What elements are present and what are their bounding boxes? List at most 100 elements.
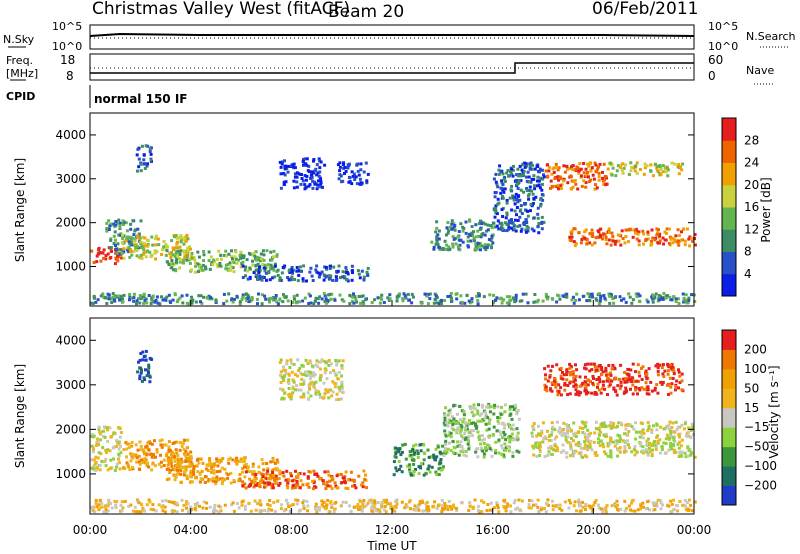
data-cell xyxy=(656,169,660,173)
data-cell xyxy=(350,170,354,174)
data-cell xyxy=(91,509,95,513)
data-cell xyxy=(669,441,673,445)
data-cell xyxy=(623,444,627,448)
data-cell xyxy=(175,254,179,258)
data-cell xyxy=(171,262,175,266)
data-cell xyxy=(588,443,592,447)
data-cell xyxy=(316,171,320,175)
data-cell xyxy=(115,500,118,504)
data-cell xyxy=(499,186,503,190)
data-cell xyxy=(419,449,423,453)
data-cell xyxy=(180,460,184,464)
data-cell xyxy=(458,432,462,436)
data-cell xyxy=(425,294,429,298)
data-cell xyxy=(599,366,603,369)
data-cell xyxy=(171,510,175,514)
data-cell xyxy=(293,483,297,487)
data-cell xyxy=(282,509,286,513)
data-cell xyxy=(311,186,315,190)
data-cell xyxy=(294,498,298,502)
data-cell xyxy=(618,378,622,381)
data-cell xyxy=(513,209,517,213)
data-cell xyxy=(508,196,512,200)
data-cell xyxy=(557,166,561,170)
data-cell xyxy=(330,487,334,491)
data-cell xyxy=(254,477,258,480)
data-cell xyxy=(550,430,554,434)
data-cell xyxy=(188,455,192,459)
data-cell xyxy=(103,435,107,439)
data-cell xyxy=(687,430,691,434)
data-cell xyxy=(139,254,143,257)
data-cell xyxy=(653,386,657,390)
data-cell xyxy=(251,263,255,267)
data-cell xyxy=(357,173,361,177)
data-cell xyxy=(174,234,178,237)
data-cell xyxy=(621,162,625,166)
colorbar-swatch xyxy=(722,349,736,370)
data-cell xyxy=(499,412,503,416)
data-cell xyxy=(294,469,297,473)
data-cell xyxy=(641,365,645,369)
data-cell xyxy=(286,276,290,279)
data-cell xyxy=(306,391,310,395)
data-cell xyxy=(598,444,602,448)
data-cell xyxy=(266,263,270,267)
data-cell xyxy=(274,474,278,478)
data-cell xyxy=(297,369,300,373)
data-cell xyxy=(529,506,533,510)
colorbar-swatch xyxy=(722,446,736,467)
data-cell xyxy=(141,358,145,362)
data-cell xyxy=(262,276,266,279)
data-cell xyxy=(476,412,480,416)
data-cell xyxy=(278,387,282,391)
data-cell xyxy=(272,500,276,504)
data-cell xyxy=(416,506,420,510)
data-cell xyxy=(104,464,108,468)
data-cell xyxy=(239,265,243,269)
data-cell xyxy=(515,213,518,217)
data-cell xyxy=(97,252,101,256)
data-cell xyxy=(435,301,439,305)
data-cell xyxy=(257,292,260,296)
data-cell xyxy=(450,299,454,303)
data-cell xyxy=(428,470,432,474)
data-cell xyxy=(104,508,108,512)
data-cell xyxy=(422,451,426,455)
data-cell xyxy=(188,245,191,249)
data-cell xyxy=(675,379,679,383)
data-cell xyxy=(154,234,158,238)
data-cell xyxy=(138,236,142,240)
data-cell xyxy=(631,383,635,387)
date-label: 06/Feb/2011 xyxy=(592,0,698,19)
data-cell xyxy=(505,201,509,205)
data-cell xyxy=(241,470,244,474)
data-cell xyxy=(254,250,258,254)
data-cell xyxy=(687,434,691,438)
data-cell xyxy=(220,466,224,470)
nave-label: Nave xyxy=(746,64,774,77)
data-cell xyxy=(555,446,559,450)
data-cell xyxy=(596,382,600,386)
data-cell xyxy=(636,508,640,512)
data-cell xyxy=(507,174,510,178)
data-cell xyxy=(176,468,180,472)
data-cell xyxy=(459,222,463,226)
data-cell xyxy=(283,173,287,177)
data-cell xyxy=(340,386,344,390)
data-cell xyxy=(618,450,622,454)
data-cell xyxy=(587,440,591,444)
data-cell xyxy=(636,232,640,236)
data-cell xyxy=(578,162,582,165)
data-cell xyxy=(95,437,99,441)
data-cell xyxy=(444,233,448,237)
data-cell xyxy=(575,509,578,513)
data-cell xyxy=(259,503,263,507)
data-cell xyxy=(481,434,484,438)
data-cell xyxy=(114,503,118,507)
data-cell xyxy=(226,473,230,477)
data-cell xyxy=(524,228,528,232)
data-cell xyxy=(333,382,337,385)
data-cell xyxy=(110,506,114,510)
data-cell xyxy=(258,482,261,486)
